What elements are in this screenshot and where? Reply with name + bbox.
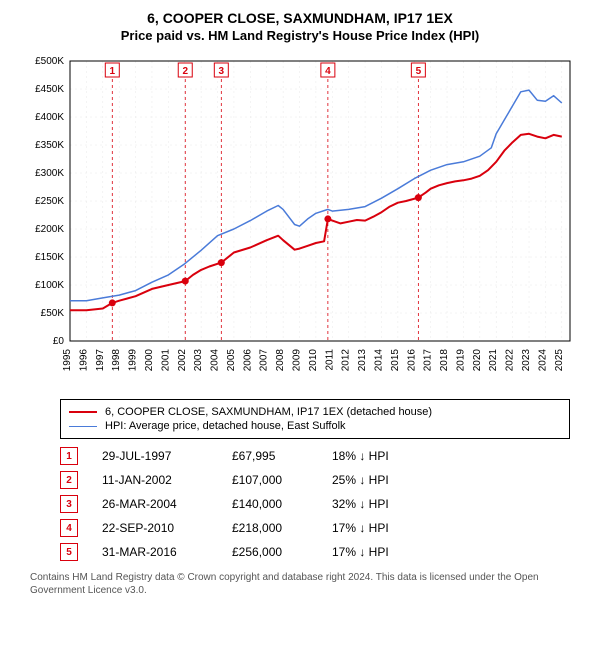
sale-hpi-diff: 18% ↓ HPI (332, 449, 389, 463)
svg-text:1996: 1996 (78, 349, 89, 372)
svg-text:2005: 2005 (226, 349, 237, 372)
svg-text:2018: 2018 (439, 349, 450, 372)
sale-hpi-diff: 32% ↓ HPI (332, 497, 389, 511)
svg-text:2025: 2025 (554, 349, 565, 372)
sale-price: £67,995 (232, 449, 332, 463)
svg-text:1997: 1997 (95, 349, 106, 372)
svg-text:£350K: £350K (35, 140, 64, 151)
svg-text:2014: 2014 (373, 349, 384, 372)
sales-row: 1 29-JUL-1997£67,99518% ↓ HPI (60, 447, 570, 465)
svg-text:£400K: £400K (35, 112, 64, 123)
svg-text:2001: 2001 (160, 349, 171, 372)
svg-text:2: 2 (182, 66, 188, 77)
svg-text:2017: 2017 (423, 349, 434, 372)
sale-marker-box: 5 (60, 543, 78, 561)
copyright-footer: Contains HM Land Registry data © Crown c… (30, 571, 570, 597)
svg-text:2007: 2007 (259, 349, 270, 372)
sale-hpi-diff: 25% ↓ HPI (332, 473, 389, 487)
sale-date: 31-MAR-2016 (102, 545, 232, 559)
sale-price: £140,000 (232, 497, 332, 511)
svg-text:2004: 2004 (210, 349, 221, 372)
svg-text:2003: 2003 (193, 349, 204, 372)
svg-text:2013: 2013 (357, 349, 368, 372)
svg-text:2019: 2019 (455, 349, 466, 372)
svg-text:£250K: £250K (35, 196, 64, 207)
legend-label: 6, COOPER CLOSE, SAXMUNDHAM, IP17 1EX (d… (105, 406, 432, 418)
svg-text:1: 1 (110, 66, 116, 77)
sale-price: £256,000 (232, 545, 332, 559)
price-chart: £0 £50K £100K £150K £200K £250K £300K £350K £400… (20, 51, 580, 391)
sale-hpi-diff: 17% ↓ HPI (332, 521, 389, 535)
sale-date: 11-JAN-2002 (102, 473, 232, 487)
chart-subtitle: Price paid vs. HM Land Registry's House … (10, 28, 590, 43)
svg-text:2016: 2016 (406, 349, 417, 372)
sale-date: 29-JUL-1997 (102, 449, 232, 463)
legend-swatch (69, 426, 97, 427)
svg-text:2012: 2012 (341, 349, 352, 372)
svg-text:2020: 2020 (472, 349, 483, 372)
svg-text:3: 3 (219, 66, 225, 77)
svg-text:1998: 1998 (111, 349, 122, 372)
sales-row: 2 11-JAN-2002£107,00025% ↓ HPI (60, 471, 570, 489)
sale-marker-box: 1 (60, 447, 78, 465)
svg-text:£150K: £150K (35, 252, 64, 263)
legend: 6, COOPER CLOSE, SAXMUNDHAM, IP17 1EX (d… (60, 399, 570, 439)
svg-text:£450K: £450K (35, 84, 64, 95)
sale-marker-box: 2 (60, 471, 78, 489)
sales-row: 4 22-SEP-2010£218,00017% ↓ HPI (60, 519, 570, 537)
legend-label: HPI: Average price, detached house, East… (105, 420, 346, 432)
legend-item: 6, COOPER CLOSE, SAXMUNDHAM, IP17 1EX (d… (69, 406, 561, 418)
sales-row: 5 31-MAR-2016£256,00017% ↓ HPI (60, 543, 570, 561)
legend-swatch (69, 411, 97, 413)
svg-text:1995: 1995 (62, 349, 73, 372)
sale-price: £218,000 (232, 521, 332, 535)
svg-text:2024: 2024 (537, 349, 548, 372)
svg-text:£100K: £100K (35, 280, 64, 291)
svg-text:2010: 2010 (308, 349, 319, 372)
svg-text:5: 5 (416, 66, 422, 77)
svg-text:2011: 2011 (324, 349, 335, 371)
svg-text:2002: 2002 (177, 349, 188, 372)
svg-text:£300K: £300K (35, 168, 64, 179)
svg-text:2015: 2015 (390, 349, 401, 372)
sale-marker-box: 4 (60, 519, 78, 537)
svg-text:2023: 2023 (521, 349, 532, 372)
svg-text:2008: 2008 (275, 349, 286, 372)
svg-text:2009: 2009 (292, 349, 303, 372)
svg-text:2022: 2022 (505, 349, 516, 372)
sale-hpi-diff: 17% ↓ HPI (332, 545, 389, 559)
sale-date: 22-SEP-2010 (102, 521, 232, 535)
svg-text:1999: 1999 (128, 349, 139, 372)
sale-price: £107,000 (232, 473, 332, 487)
svg-text:£200K: £200K (35, 224, 64, 235)
svg-text:4: 4 (325, 66, 331, 77)
chart-title: 6, COOPER CLOSE, SAXMUNDHAM, IP17 1EX (10, 10, 590, 26)
svg-text:2021: 2021 (488, 349, 499, 372)
sale-marker-box: 3 (60, 495, 78, 513)
svg-text:2006: 2006 (242, 349, 253, 372)
sales-table: 1 29-JUL-1997£67,99518% ↓ HPI 2 11-JAN-2002… (60, 447, 570, 561)
svg-text:£50K: £50K (41, 308, 65, 319)
svg-text:£500K: £500K (35, 56, 64, 67)
svg-text:2000: 2000 (144, 349, 155, 372)
svg-text:£0: £0 (53, 336, 65, 347)
sale-date: 26-MAR-2004 (102, 497, 232, 511)
legend-item: HPI: Average price, detached house, East… (69, 420, 561, 432)
sales-row: 3 26-MAR-2004£140,00032% ↓ HPI (60, 495, 570, 513)
